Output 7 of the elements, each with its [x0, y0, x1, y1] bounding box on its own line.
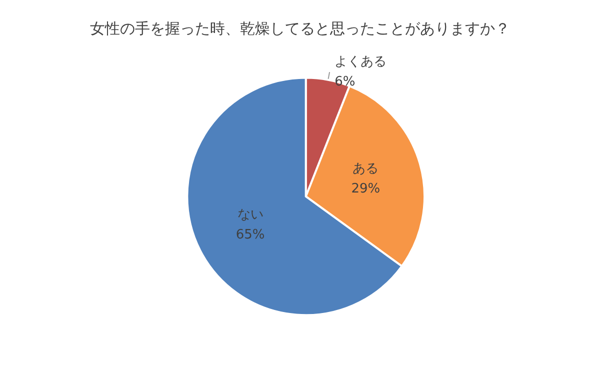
slice-label: ない — [237, 207, 264, 222]
data-label: 65% — [236, 227, 265, 242]
chart-title: 女性の手を握った時、乾燥してると思ったことがありますか？ — [90, 20, 510, 38]
data-label: 29% — [351, 182, 380, 197]
data-label: 6% — [334, 74, 356, 90]
slice-label: よくある — [334, 54, 387, 70]
slice-label: ある — [352, 162, 379, 177]
